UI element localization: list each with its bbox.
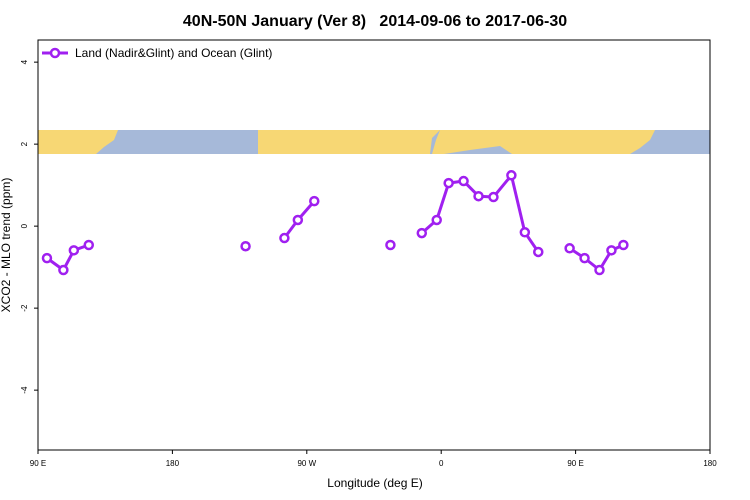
y-axis-label: XCO2 - MLO trend (ppm) — [0, 178, 13, 313]
point — [473, 190, 484, 202]
plot-frame — [37, 39, 711, 451]
point — [533, 246, 544, 258]
point — [240, 240, 251, 252]
x-axis-label: Longitude (deg E) — [327, 476, 422, 490]
point — [606, 245, 617, 256]
point — [68, 245, 80, 256]
point — [83, 239, 95, 251]
x-tick-label: 90 W — [297, 459, 316, 468]
point — [58, 264, 69, 276]
point — [488, 191, 499, 203]
point — [309, 195, 320, 207]
x-tick-label: 90 E — [30, 459, 46, 468]
legend-label: Land (Nadir&Glint) and Ocean (Glint) — [75, 46, 272, 60]
point — [443, 177, 454, 189]
legend: Land (Nadir&Glint) and Ocean (Glint) — [42, 46, 272, 60]
point — [385, 239, 396, 251]
point — [579, 252, 590, 264]
x-tick-label: 90 E — [567, 459, 583, 468]
point — [279, 232, 290, 244]
point — [594, 264, 605, 276]
y-tick-label: 4 — [20, 59, 29, 64]
point — [519, 227, 531, 238]
y-tick-label: -4 — [20, 386, 29, 394]
x-tick-label: 180 — [703, 459, 717, 468]
x-tick-label: 0 — [439, 459, 444, 468]
y-tick-label: 0 — [20, 223, 29, 228]
point — [564, 243, 575, 254]
point — [431, 214, 442, 226]
chart-title: 40N-50N January (Ver 8) 2014-09-06 to 20… — [183, 13, 567, 30]
point — [458, 175, 469, 187]
point — [506, 170, 517, 181]
y-tick-label: 2 — [20, 141, 29, 146]
point — [41, 252, 53, 264]
y-tick-label: -2 — [20, 304, 29, 312]
legend-marker — [49, 47, 61, 59]
point — [416, 227, 428, 239]
x-tick-label: 180 — [166, 459, 180, 468]
map-strip — [38, 130, 710, 154]
point — [618, 239, 629, 251]
point — [292, 214, 304, 226]
